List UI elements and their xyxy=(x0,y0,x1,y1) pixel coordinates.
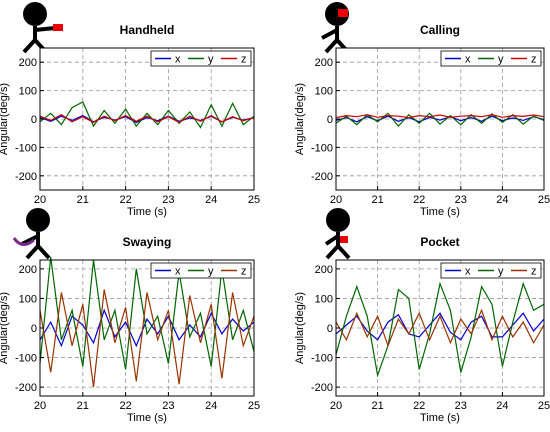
swaying-xlabel: Time (s) xyxy=(127,412,167,424)
pocket-legend-label-z: z xyxy=(531,266,537,278)
handheld-xtick-label: 24 xyxy=(205,194,217,206)
calling-series-x xyxy=(335,115,545,123)
swaying-xtick-label: 21 xyxy=(77,400,89,412)
swaying-ytick-label: -200 xyxy=(15,382,37,394)
calling-legend-label-z: z xyxy=(531,54,537,66)
calling-ytick-label: -100 xyxy=(311,142,333,154)
pocket-series-z xyxy=(335,308,545,348)
calling-xtick-label: 20 xyxy=(330,194,342,206)
swaying-legend-label-x: x xyxy=(175,266,181,278)
handheld-xtick-label: 23 xyxy=(162,194,174,206)
handheld-ytick-label: -200 xyxy=(15,171,37,183)
handheld-ylabel: Angular(deg/s) xyxy=(0,83,10,155)
calling-xtick-label: 23 xyxy=(455,194,467,206)
swaying-legend: x y z xyxy=(150,262,252,279)
calling-pictogram-icon xyxy=(321,2,350,54)
calling-xtick-label: 25 xyxy=(538,194,550,206)
handheld-legend: x y z xyxy=(150,50,252,67)
handheld-legend-label-y: y xyxy=(208,54,214,66)
swaying-series-y xyxy=(39,256,255,370)
handheld-ytick-label: 0 xyxy=(31,114,37,126)
pocket-xtick-label: 21 xyxy=(371,400,383,412)
swaying-series-z xyxy=(39,289,255,388)
handheld-xtick-label: 22 xyxy=(119,194,131,206)
handheld-series-z xyxy=(39,114,255,124)
swaying-xtick-label: 20 xyxy=(34,400,46,412)
calling-ytick-label: 0 xyxy=(327,114,333,126)
pocket-ytick-label: 0 xyxy=(327,323,333,335)
calling-series-y xyxy=(335,112,545,128)
swaying-title: Swaying xyxy=(123,235,172,249)
handheld-xtick-label: 20 xyxy=(34,194,46,206)
swaying-panel: 20 21 22 23 24 25 -200 -100 0 100 200 Time (s) Angul… xyxy=(0,235,260,424)
swaying-xtick-label: 24 xyxy=(205,400,217,412)
handheld-legend-label-x: x xyxy=(175,54,181,66)
pocket-ytick-label: 100 xyxy=(315,293,333,305)
swaying-xtick-label: 25 xyxy=(248,400,260,412)
handheld-ytick-label: -100 xyxy=(15,142,37,154)
pocket-xtick-label: 20 xyxy=(330,400,342,412)
swaying-legend-label-y: y xyxy=(208,266,214,278)
handheld-xtick-label: 25 xyxy=(248,194,260,206)
pocket-legend: x y z xyxy=(440,262,542,279)
calling-ytick-label: 100 xyxy=(315,86,333,98)
swaying-xtick-label: 22 xyxy=(119,400,131,412)
calling-ytick-label: -200 xyxy=(311,171,333,183)
swaying-xtick-label: 23 xyxy=(162,400,174,412)
handheld-xlabel: Time (s) xyxy=(127,206,167,218)
calling-panel: 20 21 22 23 24 25 -200 -100 0 100 200 Time (s) Angul… xyxy=(294,23,550,218)
calling-legend-label-y: y xyxy=(498,54,504,66)
handheld-pictogram-icon xyxy=(22,2,63,54)
swaying-ytick-label: 200 xyxy=(19,264,37,276)
pocket-ytick-label: -200 xyxy=(311,382,333,394)
swaying-ytick-label: 100 xyxy=(19,293,37,305)
pocket-xlabel: Time (s) xyxy=(420,412,460,424)
handheld-title: Handheld xyxy=(120,23,175,37)
pocket-legend-label-y: y xyxy=(498,266,504,278)
calling-ytick-label: 200 xyxy=(315,57,333,69)
calling-xtick-label: 22 xyxy=(413,194,425,206)
calling-legend-label-x: x xyxy=(465,54,471,66)
calling-xtick-label: 24 xyxy=(496,194,508,206)
calling-title: Calling xyxy=(420,23,460,37)
handheld-ytick-label: 200 xyxy=(19,57,37,69)
handheld-panel: 20 21 22 23 24 25 -200 -100 0 100 200 Time (s) Angul… xyxy=(0,23,260,218)
pocket-xtick-label: 23 xyxy=(455,400,467,412)
pocket-xtick-label: 24 xyxy=(496,400,508,412)
pocket-ytick-label: -100 xyxy=(311,353,333,365)
pocket-title: Pocket xyxy=(420,235,459,249)
swaying-legend-label-z: z xyxy=(241,266,247,278)
handheld-series-y xyxy=(39,101,255,129)
calling-legend: x y z xyxy=(440,50,542,67)
swaying-pictogram-icon xyxy=(12,208,51,260)
calling-xlabel: Time (s) xyxy=(420,206,460,218)
swaying-ytick-label: 0 xyxy=(31,323,37,335)
pocket-series-y xyxy=(335,281,545,378)
swaying-series-x xyxy=(39,308,255,348)
pocket-ytick-label: 200 xyxy=(315,264,333,276)
handheld-legend-label-z: z xyxy=(241,54,247,66)
handheld-xtick-label: 21 xyxy=(77,194,89,206)
handheld-ytick-label: 100 xyxy=(19,86,37,98)
calling-xtick-label: 21 xyxy=(371,194,383,206)
swaying-ylabel: Angular(deg/s) xyxy=(0,292,10,364)
pocket-ylabel: Angular(deg/s) xyxy=(294,292,306,364)
calling-ylabel: Angular(deg/s) xyxy=(294,83,306,155)
pocket-panel: 20 21 22 23 24 25 -200 -100 0 100 200 Time (s) Angul… xyxy=(294,235,550,424)
swaying-ytick-label: -100 xyxy=(15,353,37,365)
pocket-pictogram-icon xyxy=(324,208,351,260)
pocket-xtick-label: 25 xyxy=(538,400,550,412)
pocket-legend-label-x: x xyxy=(465,266,471,278)
calling-series-z xyxy=(335,114,545,119)
pocket-xtick-label: 22 xyxy=(413,400,425,412)
